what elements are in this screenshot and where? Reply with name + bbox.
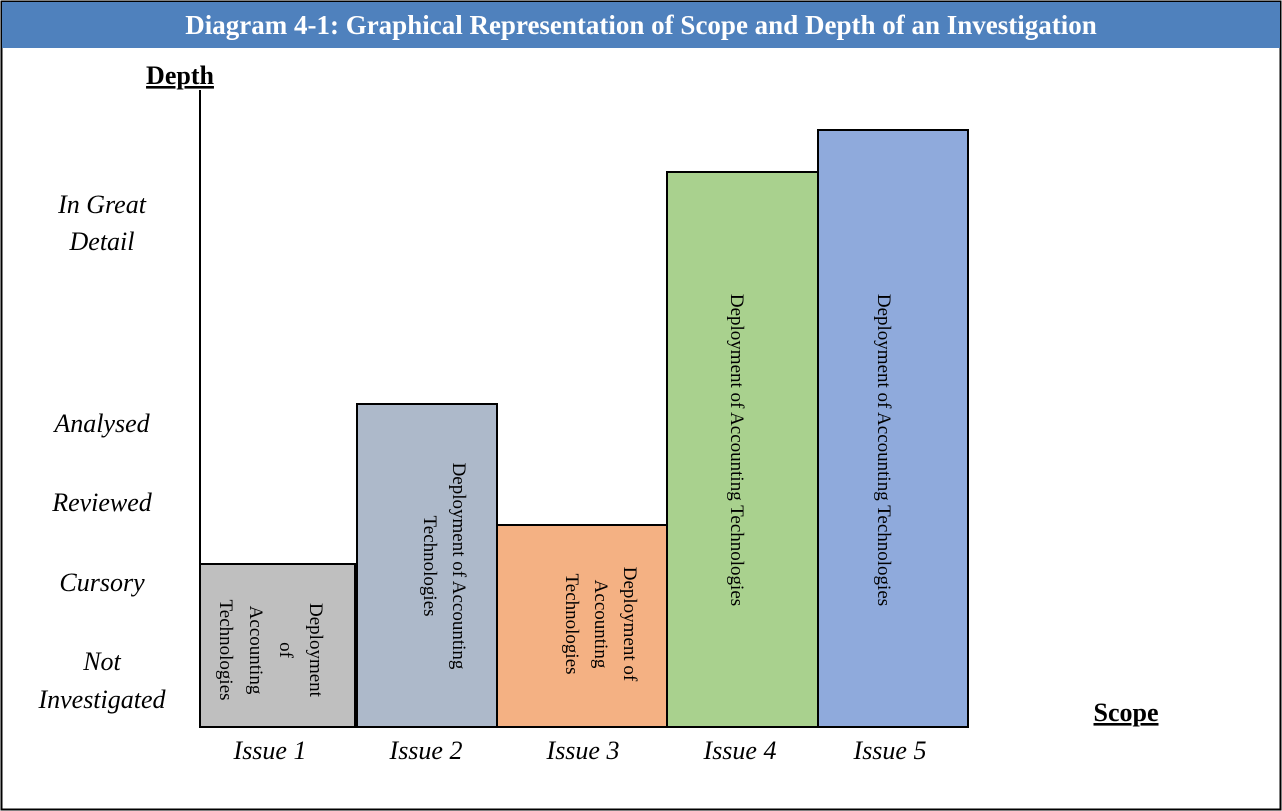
title: Diagram 4-1: Graphical Representation of… — [185, 10, 1097, 40]
bar-text-line: Accounting — [245, 606, 266, 695]
depth-level: Investigated — [37, 685, 166, 714]
bar-text: Deployment of Accounting Technologies — [561, 567, 640, 682]
bar-text: Deployment of Accounting Technologies — [215, 599, 326, 700]
issue-label: Issue 1 — [233, 736, 307, 765]
bar-text-line: Deployment of Accounting Technologies — [726, 294, 747, 606]
issue-label: Issue 3 — [546, 736, 620, 765]
bar-text-line: Deployment — [305, 603, 326, 698]
bar — [666, 171, 819, 728]
depth-level: Analysed — [52, 409, 150, 438]
bar-text-line: Technologies — [419, 515, 440, 616]
depth-level: Reviewed — [51, 488, 153, 517]
issue-label: Issue 5 — [853, 736, 927, 765]
y-axis-label: Depth — [146, 61, 214, 90]
bar-text: Deployment of Accounting Technologies — [419, 463, 469, 670]
depth-level: Cursory — [59, 568, 145, 597]
bar — [817, 129, 969, 728]
bar — [199, 563, 356, 728]
bar-text-line: of — [275, 642, 296, 659]
depth-level: Not — [82, 647, 121, 676]
bar-text-line: Deployment of Accounting Technologies — [873, 294, 894, 606]
bar-text-line: Accounting — [590, 580, 611, 669]
issue-label: Issue 4 — [703, 736, 777, 765]
title-bar — [2, 2, 1280, 48]
x-axis-label: Scope — [1094, 698, 1159, 727]
bar-text: Deployment of Accounting Technologies — [726, 294, 747, 606]
issue-label: Issue 2 — [389, 736, 463, 765]
bar-text-line: Deployment of Accounting — [448, 463, 469, 670]
bar-text-line: Technologies — [561, 573, 582, 674]
depth-level: In Great — [57, 190, 147, 219]
bar-text-line: Deployment of — [619, 567, 640, 682]
bar-text: Deployment of Accounting Technologies — [873, 294, 894, 606]
depth-level: Detail — [69, 227, 135, 256]
bar-text-line: Technologies — [215, 599, 236, 700]
